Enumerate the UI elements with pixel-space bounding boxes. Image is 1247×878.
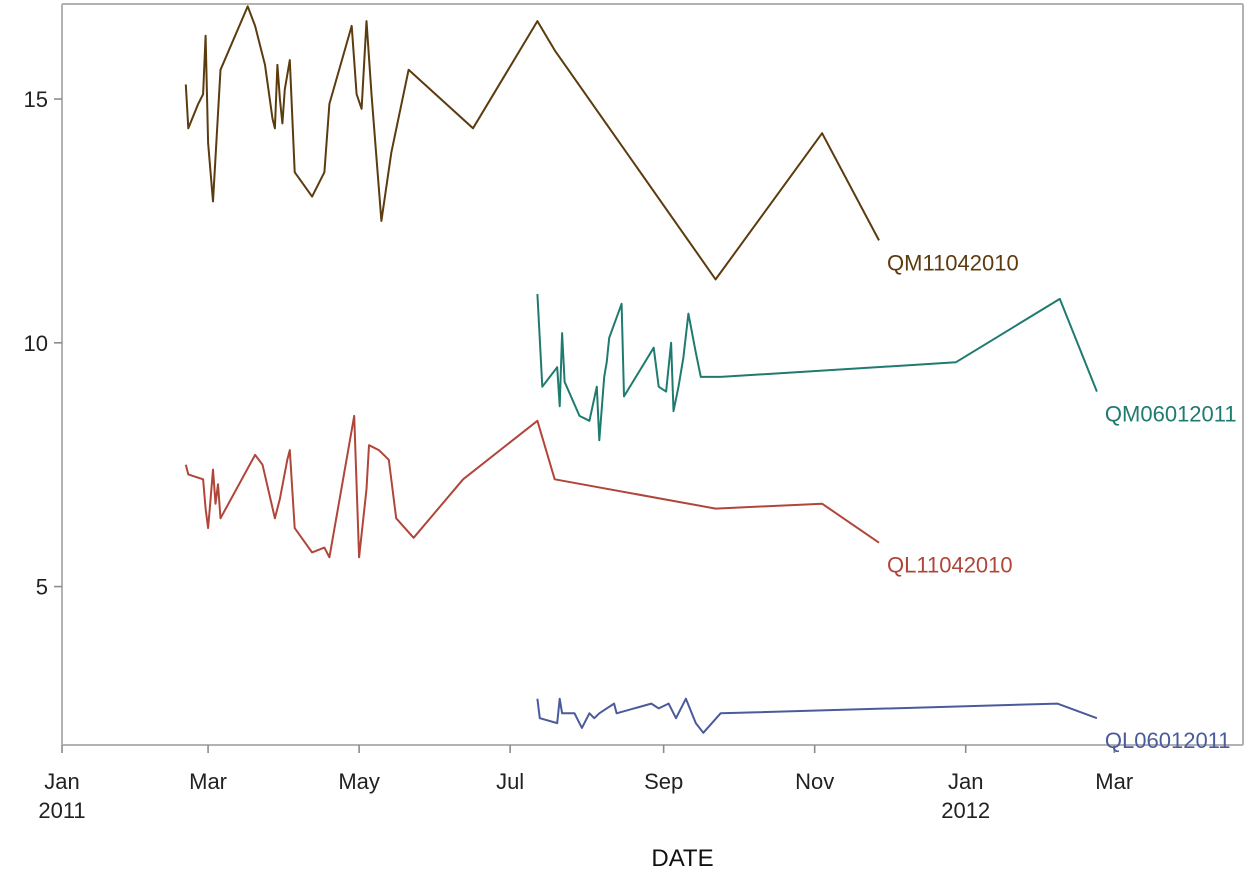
x-tick-label: Sep [644,769,683,794]
x-tick-year-label: 2011 [38,798,85,823]
y-tick-label: 5 [36,575,48,600]
series-lines [184,5,1098,734]
x-tick-label: Mar [1095,769,1133,794]
series-label-ql06012011: QL06012011 [1105,728,1231,753]
series-label-qm11042010: QM11042010 [887,250,1019,275]
series-label-ql11042010: QL11042010 [887,553,1013,578]
x-tick-year-label: 2012 [941,798,990,823]
series-line-ql06012011 [536,697,1098,734]
x-axis-title: DATE [651,845,713,872]
x-tick-label: May [338,769,380,794]
x-tick-label: Jul [496,769,524,794]
x-tick-label: Jan [44,769,79,794]
series-line-qm06012011 [536,294,1098,442]
y-tick-label: 15 [24,87,48,112]
axes: Jan 2011 Mar May Jul Sep Nov Jan 2012 Mar 5 10 15 [24,3,1244,823]
series-labels: QM11042010 QM06012011 QL11042010 QL06012011 [887,250,1237,753]
series-label-qm06012011: QM06012011 [1105,402,1237,427]
series-line-ql11042010 [184,414,880,559]
series-line-qm11042010 [184,5,880,281]
y-tick-label: 10 [24,331,48,356]
x-tick-label: Jan [948,769,983,794]
x-tick-label: Mar [189,769,227,794]
x-tick-label: Nov [795,769,834,794]
